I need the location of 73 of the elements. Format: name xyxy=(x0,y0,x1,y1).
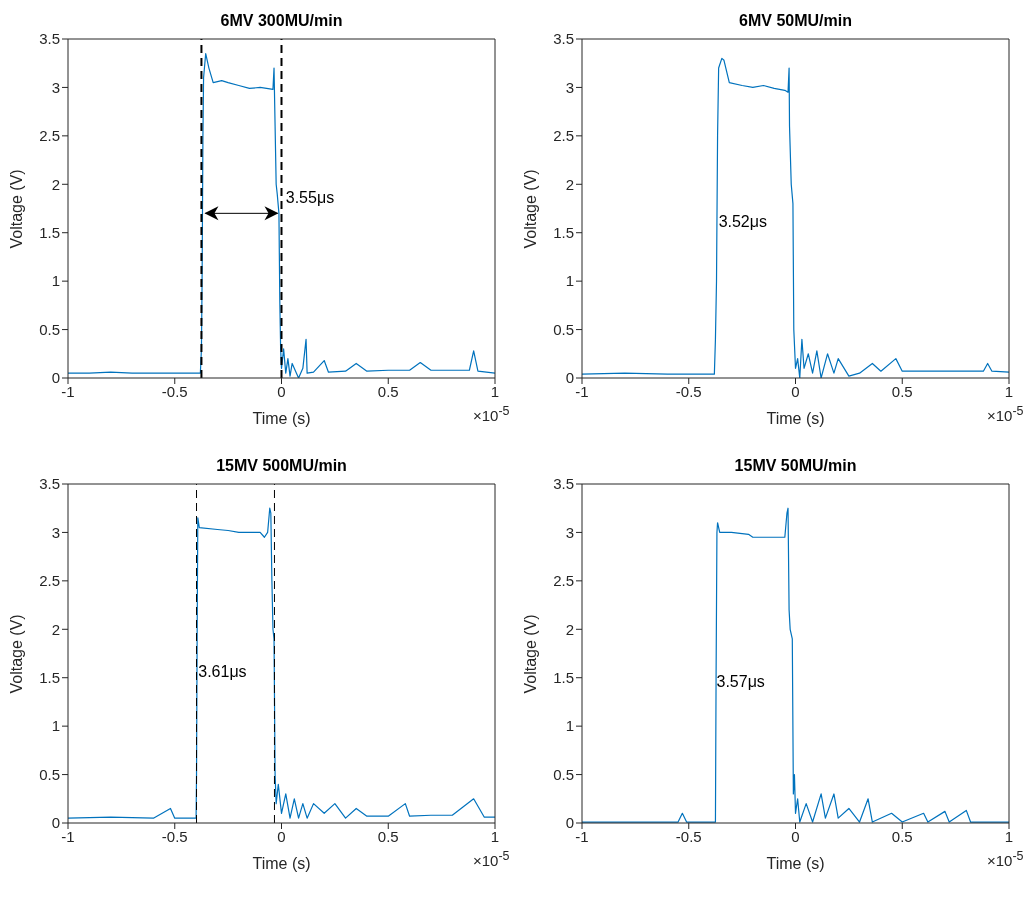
y-tick-label: 3.5 xyxy=(39,475,60,493)
text: ×10$^{-5}$ xyxy=(473,404,510,424)
y-tick-label: 0.5 xyxy=(553,765,574,783)
y-axis-title: Voltage (V) xyxy=(7,614,25,694)
x-tick-label: 0.5 xyxy=(891,382,913,400)
x-tick-label: -0.5 xyxy=(675,382,702,400)
annotation: 3.52μs xyxy=(718,213,767,231)
y-tick-label: 0.5 xyxy=(39,320,60,338)
y-tick-label: 1.5 xyxy=(39,224,60,242)
x-axis-title: Time (s) xyxy=(252,855,311,872)
y-tick-label: 1.5 xyxy=(39,669,60,687)
y-tick-label: 2.5 xyxy=(553,572,574,590)
chart-title: 15MV 500MU/min xyxy=(215,457,348,475)
y-tick-label: 2.5 xyxy=(39,127,60,145)
y-tick-label: 2.5 xyxy=(39,572,60,590)
y-tick-label: 0 xyxy=(565,369,574,387)
y-tick-label: 3.5 xyxy=(39,30,60,48)
y-axis-title: Voltage (V) xyxy=(521,614,539,694)
y-tick-label: 2 xyxy=(565,175,574,193)
x-tick-label: 0.5 xyxy=(377,827,399,845)
x-tick-label: -1 xyxy=(575,382,589,400)
x-axis-title: Time (s) xyxy=(766,855,825,872)
text: ×10$^{-5}$ xyxy=(987,404,1024,424)
x-tick-label: 1 xyxy=(490,827,500,845)
x-axis-title: Time (s) xyxy=(766,410,825,427)
chart-title: 6MV 50MU/min xyxy=(738,12,853,30)
y-tick-label: 0 xyxy=(51,814,60,832)
chart-title: 6MV 300MU/min xyxy=(219,12,344,30)
y-tick-label: 1 xyxy=(565,272,574,290)
y-tick-label: 2 xyxy=(565,620,574,638)
x-axis-title: Time (s) xyxy=(252,410,311,427)
y-tick-label: 3.5 xyxy=(553,475,574,493)
y-tick-label: 0.5 xyxy=(553,320,574,338)
line-series xyxy=(68,507,495,819)
text: ×10$^{-5}$ xyxy=(473,849,510,869)
y-tick-label: 2 xyxy=(51,175,60,193)
y-tick-label: 0 xyxy=(51,369,60,387)
y-axis-title: Voltage (V) xyxy=(521,169,539,249)
x-tick-label: 0 xyxy=(277,382,286,400)
y-axis-title: Voltage (V) xyxy=(7,169,25,249)
x-tick-label: -0.5 xyxy=(161,827,188,845)
x-tick-label: 0 xyxy=(277,827,286,845)
annotation: 3.57μs xyxy=(716,672,765,690)
x-tick-label: 1 xyxy=(1004,382,1014,400)
x-tick-label: 1 xyxy=(490,382,500,400)
x-tick-label: 0.5 xyxy=(377,382,399,400)
chart-title: 15MV 50MU/min xyxy=(733,457,858,475)
y-tick-label: 0.5 xyxy=(39,765,60,783)
text: ×10$^{-5}$ xyxy=(987,849,1024,869)
y-tick-label: 1.5 xyxy=(553,224,574,242)
x-tick-label: 1 xyxy=(1004,827,1014,845)
annotation: 3.55μs xyxy=(285,189,335,207)
y-tick-label: 3 xyxy=(51,78,60,96)
y-tick-label: 1 xyxy=(51,272,60,290)
x-tick-label: -1 xyxy=(575,827,589,845)
y-tick-label: 2 xyxy=(51,620,60,638)
x-tick-label: 0 xyxy=(791,382,800,400)
y-tick-label: 0 xyxy=(565,814,574,832)
y-tick-label: 1 xyxy=(565,717,574,735)
x-tick-label: -1 xyxy=(61,827,75,845)
x-tick-label: -0.5 xyxy=(161,382,188,400)
y-tick-label: 1 xyxy=(51,717,60,735)
y-tick-label: 3 xyxy=(51,523,60,541)
y-tick-label: 3 xyxy=(565,523,574,541)
x-tick-label: -0.5 xyxy=(675,827,702,845)
y-tick-label: 1.5 xyxy=(553,669,574,687)
annotation: 3.61μs xyxy=(198,663,247,681)
x-tick-label: 0 xyxy=(791,827,800,845)
x-tick-label: -1 xyxy=(61,382,75,400)
y-tick-label: 2.5 xyxy=(553,127,574,145)
y-tick-label: 3 xyxy=(565,78,574,96)
y-tick-label: 3.5 xyxy=(553,30,574,48)
x-tick-label: 0.5 xyxy=(891,827,913,845)
